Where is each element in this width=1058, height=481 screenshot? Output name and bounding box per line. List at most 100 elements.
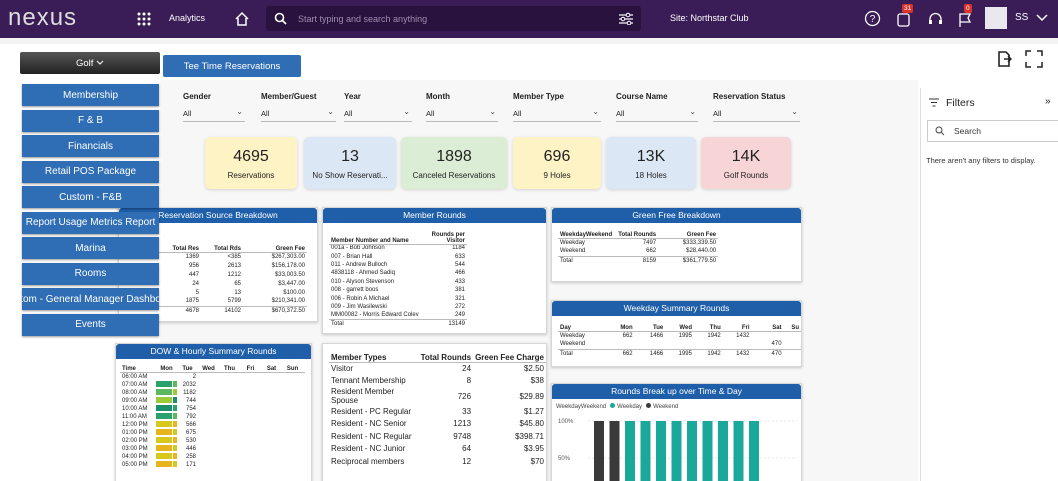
module-dropdown[interactable]: Golf [20, 52, 160, 74]
cell: 446 [185, 445, 196, 452]
avatar[interactable] [985, 7, 1007, 29]
cell: 662 [646, 248, 657, 255]
filter-dropdown[interactable]: All ⌄ [513, 107, 601, 122]
column-header: Time [122, 365, 136, 372]
filter-dropdown[interactable]: All ⌄ [713, 107, 800, 122]
filter-dropdown[interactable]: All ⌄ [344, 107, 412, 122]
filter-dropdown[interactable]: All ⌄ [261, 107, 336, 122]
cell: 2032 [182, 381, 196, 388]
data-row: 03:00 PM 446 [120, 444, 305, 453]
filter-value: All [261, 109, 270, 118]
menu-item[interactable]: Financials [22, 135, 159, 157]
app-name[interactable]: Analytics [169, 13, 206, 23]
filter-icon[interactable] [618, 12, 634, 25]
help-icon[interactable]: ? [864, 10, 881, 27]
panel-title: Member Rounds [323, 208, 546, 223]
kpi-label: Canceled Reservations [412, 171, 496, 180]
search-box[interactable]: Start typing and search anything [266, 6, 641, 31]
menu-item[interactable]: Custom - F&B [22, 186, 159, 208]
cell: 321 [454, 295, 465, 302]
menu-item[interactable]: F & B [22, 109, 159, 132]
kpi-value: 1898 [436, 148, 472, 165]
cell: <385 [227, 253, 241, 260]
filter-dropdown[interactable]: All ⌄ [183, 107, 245, 122]
collapse-pane[interactable]: » [1045, 96, 1051, 107]
cell: 7497 [642, 239, 657, 246]
column-header: Rounds per Visitor [431, 231, 465, 244]
cell: 09:00 AM [122, 397, 148, 404]
menu-item[interactable]: Membership [22, 84, 159, 106]
cell [784, 349, 801, 358]
column-header: Total Res [172, 245, 199, 252]
data-row: 011 - Andrew Bulloch 544 [329, 261, 467, 269]
flag-icon[interactable] [957, 11, 973, 28]
support-icon[interactable] [927, 11, 944, 28]
menu-item[interactable]: Report Usage Metrics Report [22, 211, 159, 234]
filter-empty: There aren't any filters to display. [926, 156, 1036, 165]
data-row: 06:00 AM 2 [120, 372, 305, 381]
data-row: 07:00 AM 2032 [120, 380, 305, 389]
data-table: TimeMonTueWedThuFriSatSunTotal06:00 AM20… [120, 362, 305, 469]
cell: 726 [457, 391, 472, 401]
cell: $45.80 [519, 419, 544, 429]
filter-dropdown[interactable]: All ⌄ [616, 107, 698, 122]
filter-pane: Filters » Search There aren't any filter… [920, 88, 1058, 481]
heat-cell [156, 460, 172, 467]
bar-segment [749, 421, 759, 481]
data-row: 12:00 PM 566 [120, 420, 305, 429]
site-name[interactable]: Site: Northstar Club [670, 13, 749, 23]
filter-search[interactable]: Search [927, 120, 1058, 142]
messages-icon[interactable] [896, 12, 912, 28]
panel-title: Reservation Source Breakdown [119, 208, 317, 223]
cell: Total [331, 320, 344, 327]
cell: 24 [462, 364, 472, 373]
cell [752, 331, 784, 340]
menu-item[interactable]: Rooms [22, 262, 159, 285]
cell: $100.00 [283, 289, 305, 296]
cell: $38 [530, 376, 544, 386]
user-chevron[interactable] [1036, 13, 1048, 23]
cell: Visitor [331, 364, 354, 373]
filter-dropdown[interactable]: All ⌄ [426, 107, 498, 122]
menu-item[interactable]: Events [22, 313, 159, 336]
data-row: 1875 5799 $210,341.00 [123, 297, 307, 306]
cell: $3.95 [523, 444, 544, 454]
menu-item[interactable]: Retail POS Package [22, 160, 159, 183]
filter-label: Member Type [513, 92, 564, 101]
fullscreen-icon[interactable] [1025, 50, 1043, 68]
apps-icon[interactable] [136, 11, 152, 27]
cell: Resident - NC Junior [331, 444, 406, 454]
home-icon[interactable] [234, 11, 250, 27]
legend-title: WeekdayWeekend [556, 404, 607, 410]
heat-cell [173, 404, 177, 411]
flag-badge: 0 [964, 4, 972, 13]
data-row: Resident - PC Regular 33 $1.27 [329, 405, 546, 418]
heat-cell [173, 380, 177, 387]
data-row: Resident Member Spouse 726 $29.89 [329, 387, 546, 405]
cell: 2 [192, 373, 196, 380]
user-initials[interactable]: SS [1015, 12, 1029, 23]
logo[interactable]: nexus [8, 4, 78, 31]
menu-item[interactable]: Marina [22, 237, 159, 259]
data-row: 009 - Jim Wasilewski 272 [329, 303, 467, 311]
heat-cell [173, 444, 177, 451]
heat-cells [156, 396, 177, 405]
cell: $2.50 [523, 364, 544, 373]
cell: 8159 [642, 257, 657, 264]
kpi-card: 696 9 Holes [513, 137, 601, 189]
menu-item[interactable]: tom - General Manager Dashbo [22, 288, 159, 310]
data-row: 007 - Brian Hall 633 [329, 252, 467, 260]
cell: Weekend [560, 341, 586, 348]
report-tab[interactable]: Tee Time Reservations [163, 55, 301, 77]
bar-segment [702, 421, 713, 481]
data-row: 956 2613 $156,178.00 [123, 261, 307, 270]
member-rounds-panel: Member Rounds Member Number and Name Round… [322, 207, 547, 334]
chevron: ⌄ [489, 107, 496, 116]
heat-cell [156, 380, 172, 387]
data-row: Weekend 470 [558, 340, 801, 349]
cell: Resident Member Spouse [331, 387, 395, 405]
filter-value: All [426, 109, 435, 118]
export-icon[interactable] [996, 50, 1012, 68]
header-row: Day Mon Tue Wed Thu Fri Sat Su [558, 319, 801, 331]
column-header: Fri [741, 324, 750, 331]
